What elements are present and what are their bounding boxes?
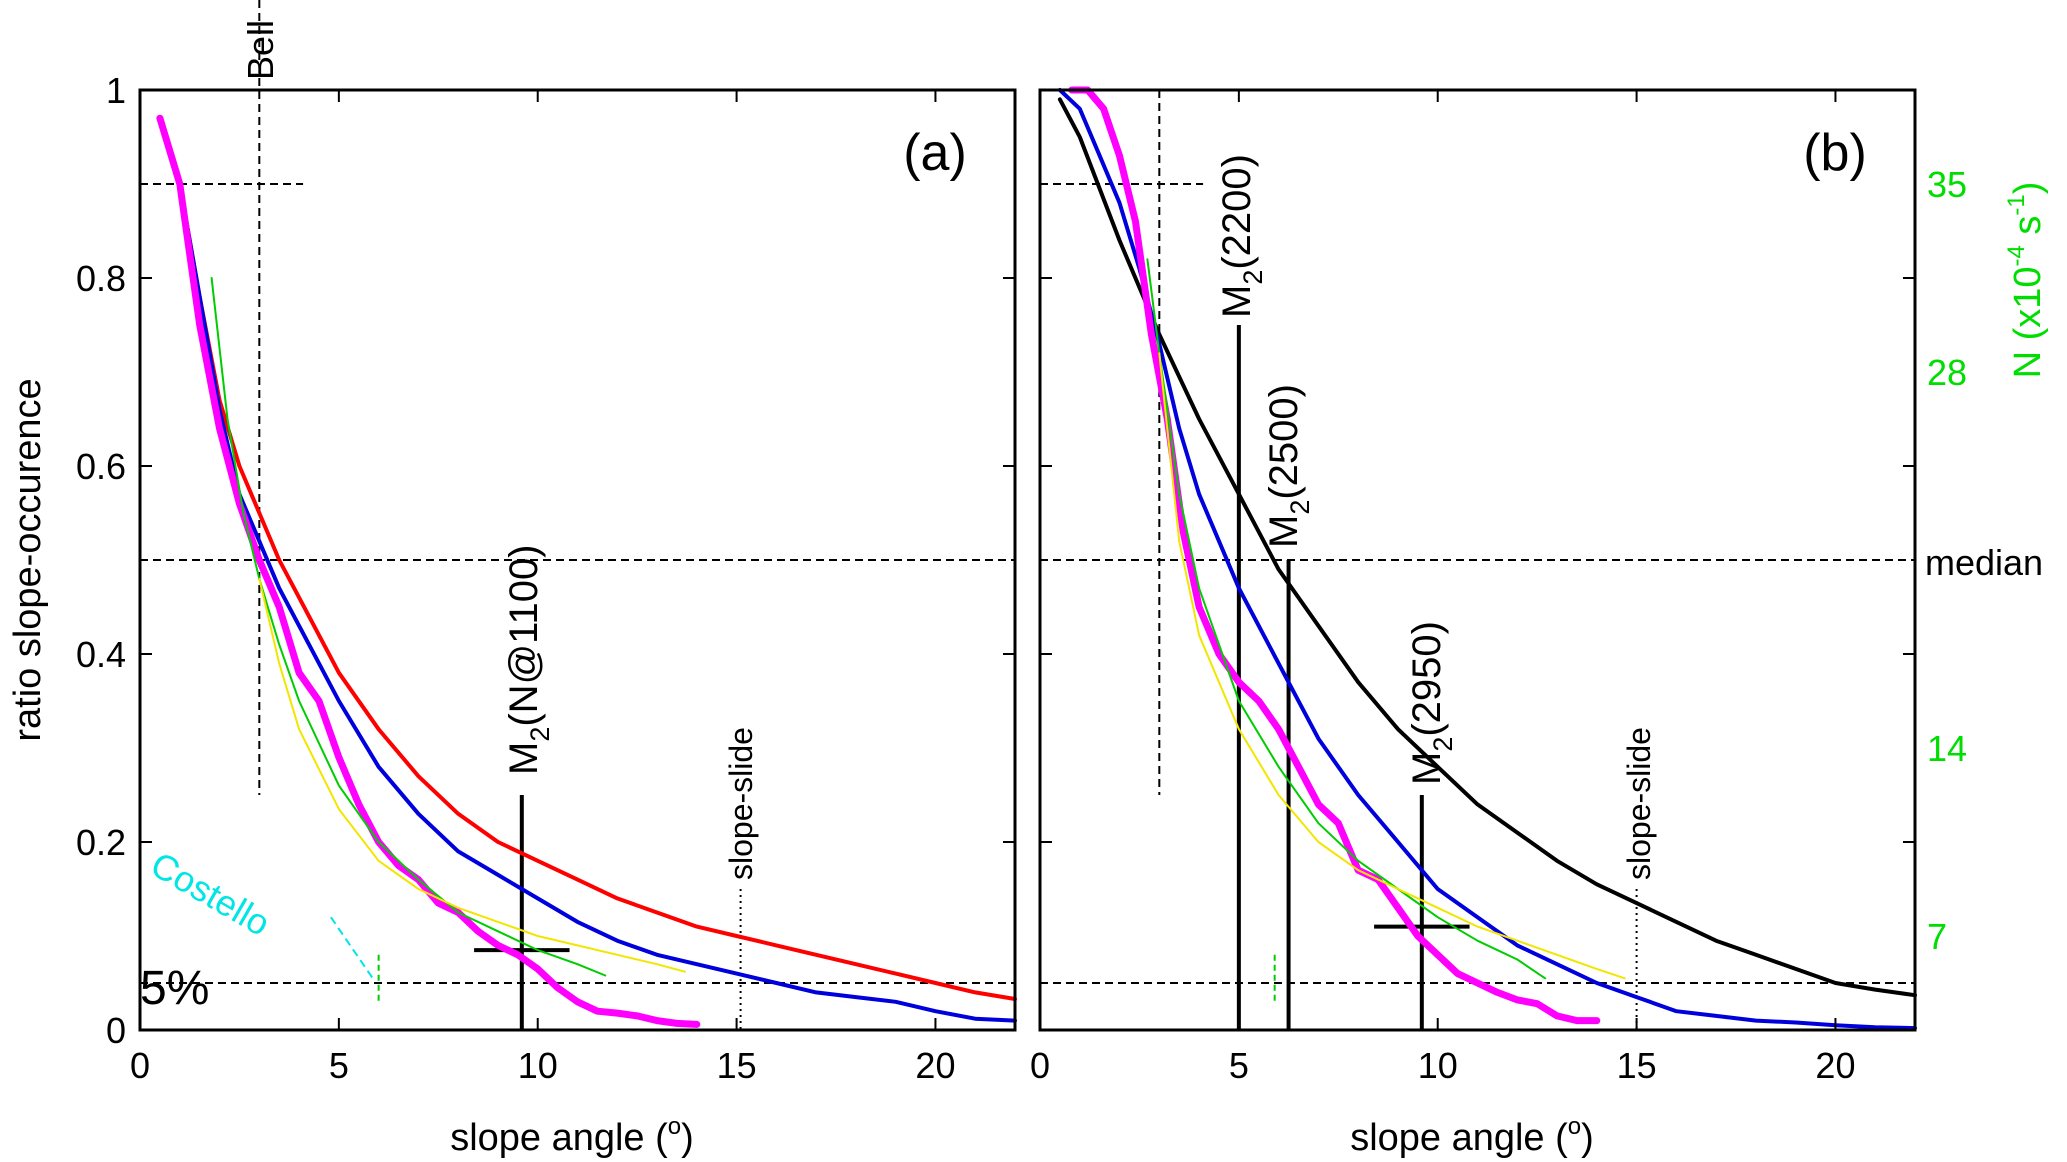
panel-b-label: (b) (1803, 124, 1867, 182)
b-series-line-3 (1146, 258, 1547, 980)
b-x-tick-label-4: 20 (1815, 1045, 1855, 1086)
a-y-tick-label-5: 1 (106, 70, 126, 111)
panel-a-y-ticks: 0 0.2 0.4 0.6 0.8 1 (76, 70, 1015, 1051)
a-y-tick-label-0: 0 (106, 1010, 126, 1051)
panel-a-x-axis-label: slope angle (o) (450, 1113, 694, 1159)
b-series-line-0 (1057, 97, 1917, 998)
panel-a-frame (138, 88, 1017, 1032)
a-y-tick-label-3: 0.6 (76, 446, 126, 487)
a-series-line-1 (157, 116, 1017, 1023)
b-right-tick-label-0: 7 (1927, 916, 1947, 957)
a-x-tick-label-1: 5 (329, 1045, 349, 1086)
panel-a-label: (a) (903, 124, 967, 182)
panel-b-m2-label-2500: M2(2500) (1262, 384, 1315, 548)
a-series-line-3 (210, 277, 607, 977)
panel-b-marks (1040, 86, 1917, 1031)
panel-b-x-ticks: 0 5 10 15 20 (1030, 90, 1855, 1086)
panel-b-m2-label-2950: M2(2950) (1405, 621, 1458, 785)
a-x-tick-label-3: 15 (717, 1045, 757, 1086)
panel-b-x-axis-label: slope angle (o) (1350, 1113, 1594, 1159)
a-series-line-2 (156, 114, 701, 1028)
panel-a-x-ticks: 0 5 10 15 20 (130, 90, 955, 1086)
b-x-tick-label-0: 0 (1030, 1045, 1050, 1086)
panel-a: 0 5 10 15 20 0 0.2 0.4 0.6 0.8 1 (a) slope angle … (7, 0, 1017, 1159)
panel-b-frame (1038, 88, 1917, 1032)
panel-a-slope-slide-label: slope-slide (723, 727, 759, 880)
a-x-tick-label-0: 0 (130, 1045, 150, 1086)
a-series-line-4 (258, 577, 686, 973)
b-x-tick-label-1: 5 (1229, 1045, 1249, 1086)
a-y-tick-label-4: 0.8 (76, 258, 126, 299)
b-x-tick-label-2: 10 (1418, 1045, 1458, 1086)
panel-b-right-ticks: 7 14 28 35 (1927, 164, 1967, 957)
b-x-tick-label-3: 15 (1617, 1045, 1657, 1086)
b-right-tick-label-2: 28 (1927, 352, 1967, 393)
panel-b-y-ticks (1040, 89, 1915, 1031)
b-series-line-4 (1158, 352, 1626, 980)
a-x-tick-label-2: 10 (518, 1045, 558, 1086)
panel-b: 0 5 10 15 20 7 14 28 35 (b) slope angle (o) med… (1030, 86, 2049, 1159)
y-axis-label: ratio slope-occurence (7, 378, 49, 741)
b-right-tick-label-1: 14 (1927, 728, 1967, 769)
a-y-tick-label-1: 0.2 (76, 822, 126, 863)
a-x-tick-label-4: 20 (915, 1045, 955, 1086)
panel-b-m2-label-2200: M2(2200) (1215, 154, 1268, 318)
five-percent-label: 5% (140, 962, 209, 1015)
median-label: median (1925, 542, 2043, 583)
a-series-line-0 (157, 116, 1017, 1001)
panel-a-marks (140, 0, 1017, 1030)
b-series-line-2 (1068, 86, 1601, 1025)
panel-a-m2-label: M2(N@1100) (502, 544, 555, 775)
panel-b-slope-slide-label: slope-slide (1621, 727, 1657, 880)
b-right-tick-label-3: 35 (1927, 164, 1967, 205)
a-y-tick-label-2: 0.4 (76, 634, 126, 675)
bell-label: Bell (240, 20, 281, 80)
